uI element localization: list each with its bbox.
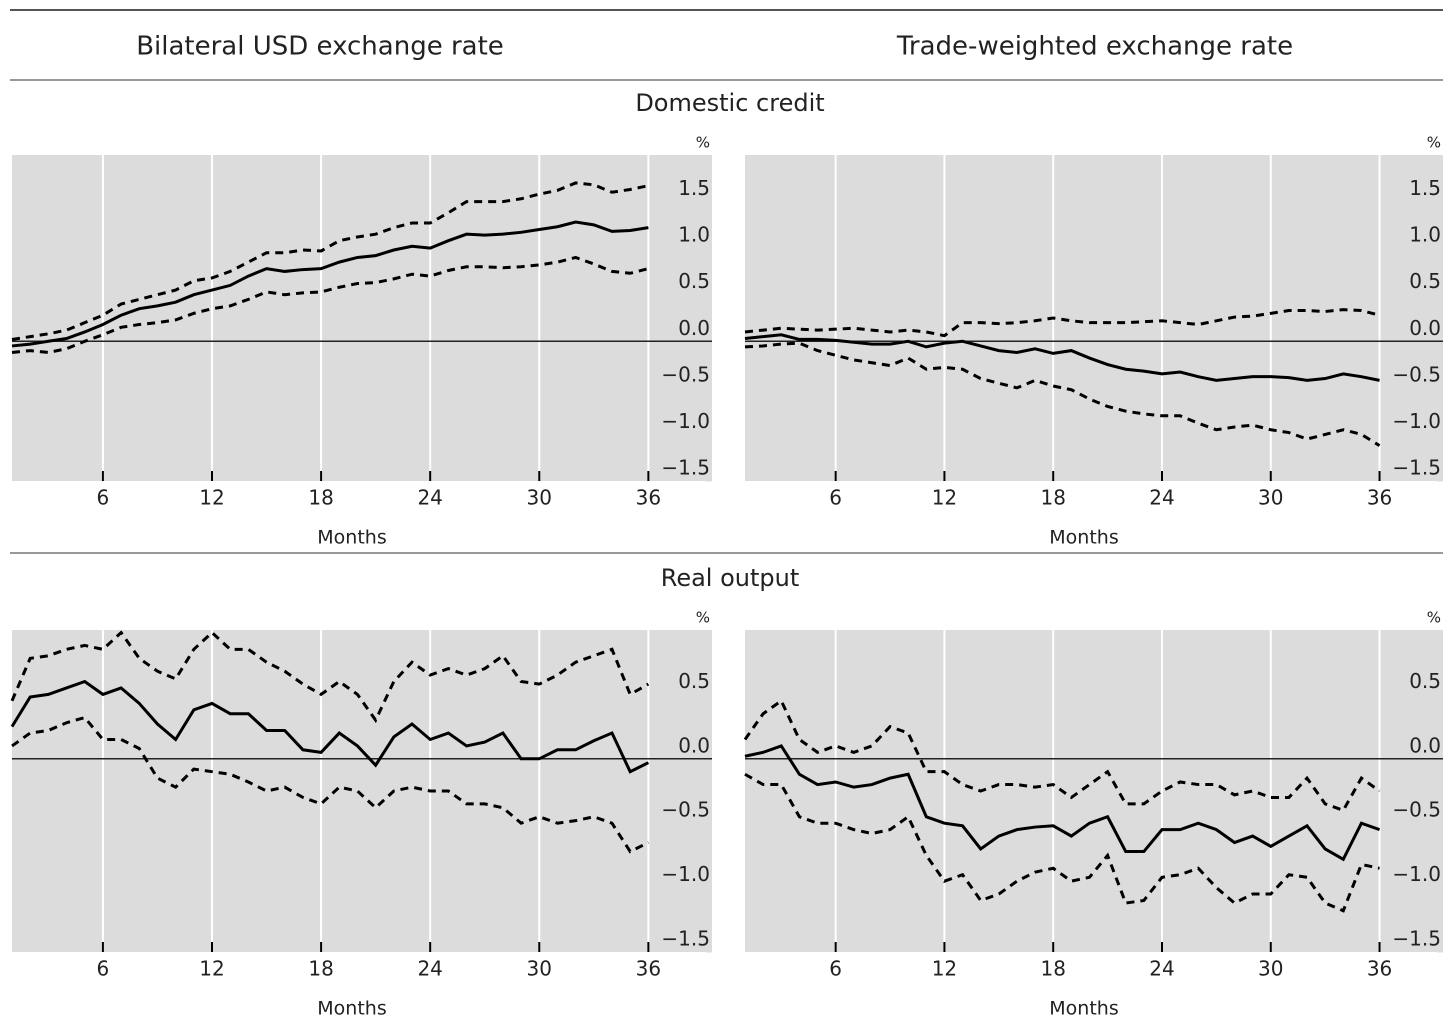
x-axis-label: Months <box>1049 998 1118 1020</box>
x-tick-label: 24 <box>417 486 442 510</box>
y-tick-label: −1.0 <box>1392 862 1441 886</box>
x-axis-label: Months <box>317 998 386 1020</box>
x-tick-label: 30 <box>1258 486 1283 510</box>
x-tick-label: 18 <box>308 957 333 981</box>
band-line <box>744 772 1380 913</box>
y-tick-label: 0.0 <box>678 733 710 757</box>
y-tick-label: 0.5 <box>678 269 710 293</box>
x-tick-label: 6 <box>829 957 842 981</box>
y-tick-label: −1.0 <box>1392 409 1441 433</box>
y-tick-label: 1.5 <box>1409 176 1441 200</box>
x-tick-label: 30 <box>527 486 552 510</box>
x-tick-label: 24 <box>1149 486 1174 510</box>
y-tick-label: −1.5 <box>1392 456 1441 480</box>
plot-area <box>745 630 1443 952</box>
x-tick-label: 6 <box>829 486 842 510</box>
y-tick-label: 0.0 <box>1409 733 1441 757</box>
x-axis-label: Months <box>1049 527 1118 549</box>
band-line <box>11 255 649 354</box>
plot-area <box>12 155 712 481</box>
band-line <box>743 698 1381 813</box>
estimate-line <box>10 679 650 774</box>
x-tick-label: 30 <box>1258 957 1283 981</box>
y-tick-label: −1.0 <box>661 862 710 886</box>
unit-label: % <box>696 609 710 627</box>
band-line <box>10 630 650 724</box>
x-tick-label: 6 <box>97 486 110 510</box>
x-tick-label: 12 <box>932 957 957 981</box>
plot-area <box>745 155 1443 481</box>
y-tick-label: −0.5 <box>661 798 710 822</box>
x-tick-label: 18 <box>1040 486 1065 510</box>
estimate-line <box>11 220 649 348</box>
column-title: Bilateral USD exchange rate <box>136 32 504 62</box>
x-tick-label: 30 <box>527 957 552 981</box>
y-tick-label: −0.5 <box>1392 362 1441 386</box>
x-tick-label: 36 <box>1367 957 1392 981</box>
band-line <box>11 181 649 341</box>
y-tick-label: 0.0 <box>1409 316 1441 340</box>
y-tick-label: −1.5 <box>1392 927 1441 951</box>
y-tick-label: −0.5 <box>1392 798 1441 822</box>
y-tick-label: 0.0 <box>678 316 710 340</box>
x-tick-label: 24 <box>1149 957 1174 981</box>
x-tick-label: 12 <box>199 486 224 510</box>
column-title: Trade-weighted exchange rate <box>896 32 1293 62</box>
y-tick-label: −0.5 <box>661 362 710 386</box>
x-tick-label: 18 <box>308 486 333 510</box>
band-line <box>744 308 1380 338</box>
section-title: Real output <box>661 564 800 592</box>
x-tick-label: 36 <box>636 486 661 510</box>
y-tick-label: 0.5 <box>678 669 710 693</box>
section-title: Domestic credit <box>635 89 824 117</box>
y-tick-label: 0.5 <box>1409 669 1441 693</box>
x-tick-label: 12 <box>199 957 224 981</box>
x-tick-label: 24 <box>417 957 442 981</box>
y-tick-label: 0.5 <box>1409 269 1441 293</box>
x-tick-label: 36 <box>1367 486 1392 510</box>
band-line <box>744 341 1381 447</box>
x-tick-label: 6 <box>97 957 110 981</box>
plot-area <box>12 630 712 952</box>
y-tick-label: −1.5 <box>661 456 710 480</box>
x-tick-label: 36 <box>636 957 661 981</box>
unit-label: % <box>1427 609 1441 627</box>
y-tick-label: 1.5 <box>678 176 710 200</box>
x-axis-label: Months <box>317 527 386 549</box>
y-tick-label: 1.0 <box>678 223 710 247</box>
x-tick-label: 18 <box>1040 957 1065 981</box>
unit-label: % <box>1427 134 1441 152</box>
y-tick-label: 1.0 <box>1409 223 1441 247</box>
estimate-line <box>744 333 1380 382</box>
x-tick-label: 12 <box>932 486 957 510</box>
y-tick-label: −1.0 <box>661 409 710 433</box>
unit-label: % <box>696 134 710 152</box>
estimate-line <box>744 744 1381 862</box>
y-tick-label: −1.5 <box>661 927 710 951</box>
